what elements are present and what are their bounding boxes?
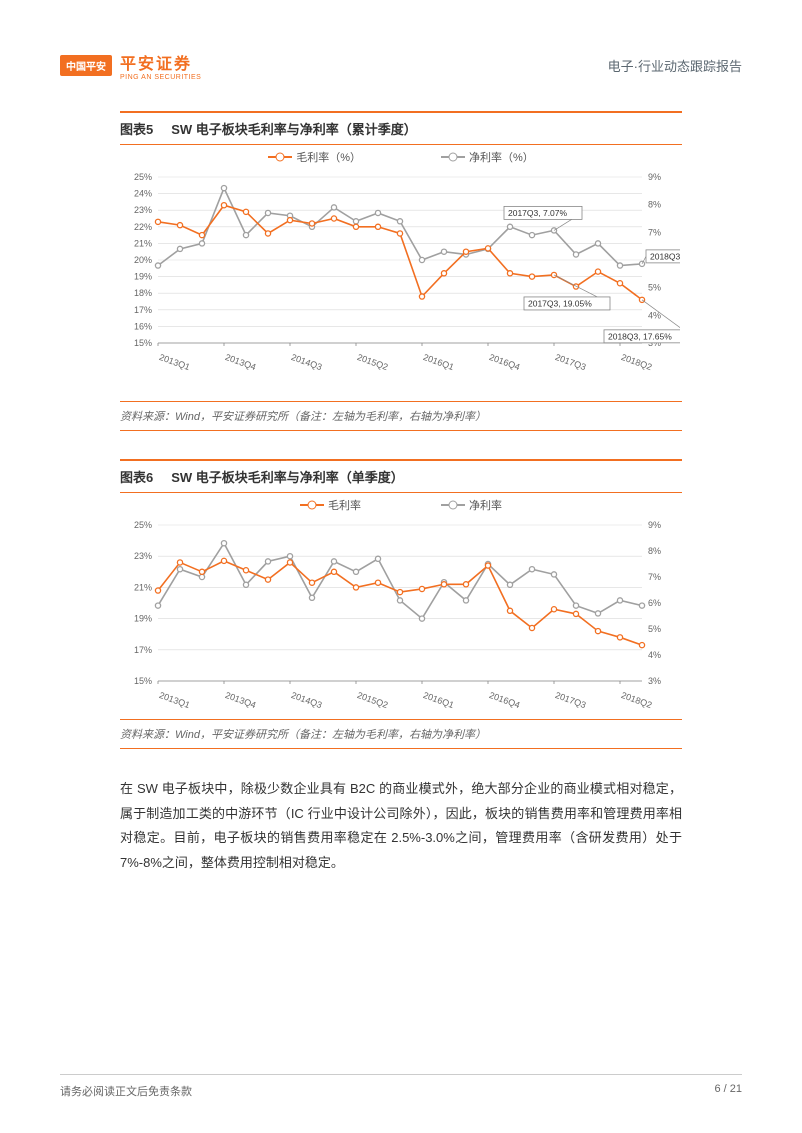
legend-net-margin: 净利率（%）	[441, 149, 534, 165]
svg-text:2016Q4: 2016Q4	[488, 690, 522, 709]
svg-text:23%: 23%	[134, 551, 152, 561]
figure-6: 图表6 SW 电子板块毛利率与净利率（单季度） 毛利率 净利率 15% 17% 19…	[120, 459, 682, 749]
figure-5-title: SW 电子板块毛利率与净利率（累计季度）	[171, 119, 417, 138]
page-header: 中国平安 平安证券 PING AN SECURITIES 电子·行业动态跟踪报告	[60, 50, 742, 81]
svg-text:2014Q3: 2014Q3	[290, 352, 324, 371]
legend-label-a: 毛利率（%）	[296, 149, 361, 165]
svg-text:4%: 4%	[648, 310, 661, 320]
legend-label-b-6: 净利率	[469, 497, 502, 513]
svg-text:25%: 25%	[134, 172, 152, 182]
svg-text:2016Q1: 2016Q1	[422, 690, 456, 709]
svg-text:2017Q3: 2017Q3	[554, 352, 588, 371]
figure-6-caption: 图表6 SW 电子板块毛利率与净利率（单季度）	[120, 459, 682, 493]
svg-text:19%: 19%	[134, 614, 152, 624]
svg-text:23%: 23%	[134, 205, 152, 215]
svg-text:4%: 4%	[648, 650, 661, 660]
legend-swatch-orange-6	[300, 504, 324, 506]
svg-text:17%: 17%	[134, 645, 152, 655]
legend-swatch-grey	[441, 156, 465, 158]
svg-text:2018Q2: 2018Q2	[620, 690, 654, 709]
svg-text:18%: 18%	[134, 288, 152, 298]
svg-text:17%: 17%	[134, 305, 152, 315]
figure-5: 图表5 SW 电子板块毛利率与净利率（累计季度） 毛利率（%） 净利率（%） 1…	[120, 111, 682, 431]
figure-6-chart: 15% 17% 19% 21% 23% 25% 3% 4% 5% 6% 7% 8% 9% 2013Q1 20…	[120, 519, 682, 719]
svg-text:2013Q1: 2013Q1	[158, 352, 192, 371]
brand-logo: 中国平安 平安证券 PING AN SECURITIES	[60, 50, 201, 81]
logo-badge: 中国平安	[60, 55, 112, 76]
svg-text:8%: 8%	[648, 200, 661, 210]
svg-text:25%: 25%	[134, 520, 152, 530]
figure-5-source: 资料来源：Wind，平安证券研究所（备注：左轴为毛利率，右轴为净利率）	[120, 401, 682, 431]
svg-text:19%: 19%	[134, 272, 152, 282]
doc-title: 电子·行业动态跟踪报告	[608, 56, 742, 75]
legend-gross-margin: 毛利率（%）	[268, 149, 361, 165]
body-paragraph: 在 SW 电子板块中，除极少数企业具有 B2C 的商业模式外，绝大部分企业的商业…	[120, 777, 682, 876]
page-footer: 请务必阅读正文后免责条款 6 / 21	[60, 1074, 742, 1099]
svg-text:2018Q2: 2018Q2	[620, 352, 654, 371]
footer-disclaimer: 请务必阅读正文后免责条款	[60, 1083, 192, 1099]
legend-swatch-grey-6	[441, 504, 465, 506]
svg-text:2013Q4: 2013Q4	[224, 690, 258, 709]
svg-text:9%: 9%	[648, 520, 661, 530]
figure-5-label: 图表5	[120, 119, 153, 138]
figure-5-caption: 图表5 SW 电子板块毛利率与净利率（累计季度）	[120, 111, 682, 145]
svg-text:8%: 8%	[648, 546, 661, 556]
svg-text:2013Q4: 2013Q4	[224, 352, 258, 371]
legend-net-margin-6: 净利率	[441, 497, 502, 513]
svg-text:2017Q3, 7.07%: 2017Q3, 7.07%	[508, 208, 568, 218]
svg-text:24%: 24%	[134, 189, 152, 199]
figure-6-source: 资料来源：Wind，平安证券研究所（备注：左轴为毛利率，右轴为净利率）	[120, 719, 682, 749]
svg-text:2018Q3, 17.65%: 2018Q3, 17.65%	[608, 331, 672, 341]
legend-swatch-orange	[268, 156, 292, 158]
svg-text:2015Q2: 2015Q2	[356, 690, 390, 709]
svg-text:20%: 20%	[134, 255, 152, 265]
figure-6-legend: 毛利率 净利率	[120, 493, 682, 515]
svg-text:2013Q1: 2013Q1	[158, 690, 192, 709]
legend-label-b: 净利率（%）	[469, 149, 534, 165]
svg-text:2017Q3, 19.05%: 2017Q3, 19.05%	[528, 298, 592, 308]
figure-5-chart: 15%16%17%18%19%20%21%22%23%24%25%3%4%5%6…	[120, 171, 682, 401]
svg-text:7%: 7%	[648, 572, 661, 582]
brand-sub: PING AN SECURITIES	[120, 74, 201, 81]
svg-text:21%: 21%	[134, 582, 152, 592]
svg-text:16%: 16%	[134, 321, 152, 331]
figure-5-legend: 毛利率（%） 净利率（%）	[120, 145, 682, 167]
svg-text:15%: 15%	[134, 676, 152, 686]
figure-6-label: 图表6	[120, 467, 153, 486]
svg-text:2018Q3, 5.86%: 2018Q3, 5.86%	[650, 251, 680, 261]
svg-text:21%: 21%	[134, 238, 152, 248]
brand-text: 平安证券	[120, 50, 201, 74]
svg-text:15%: 15%	[134, 338, 152, 348]
svg-text:3%: 3%	[648, 676, 661, 686]
svg-text:7%: 7%	[648, 227, 661, 237]
svg-text:9%: 9%	[648, 172, 661, 182]
svg-text:5%: 5%	[648, 283, 661, 293]
svg-text:6%: 6%	[648, 598, 661, 608]
figure-6-title: SW 电子板块毛利率与净利率（单季度）	[171, 467, 404, 486]
svg-text:22%: 22%	[134, 222, 152, 232]
legend-label-a-6: 毛利率	[328, 497, 361, 513]
svg-text:2014Q3: 2014Q3	[290, 690, 324, 709]
svg-text:5%: 5%	[648, 624, 661, 634]
page-number: 6 / 21	[714, 1083, 742, 1099]
svg-text:2016Q1: 2016Q1	[422, 352, 456, 371]
svg-text:2015Q2: 2015Q2	[356, 352, 390, 371]
svg-text:2016Q4: 2016Q4	[488, 352, 522, 371]
legend-gross-margin-6: 毛利率	[300, 497, 361, 513]
svg-text:2017Q3: 2017Q3	[554, 690, 588, 709]
